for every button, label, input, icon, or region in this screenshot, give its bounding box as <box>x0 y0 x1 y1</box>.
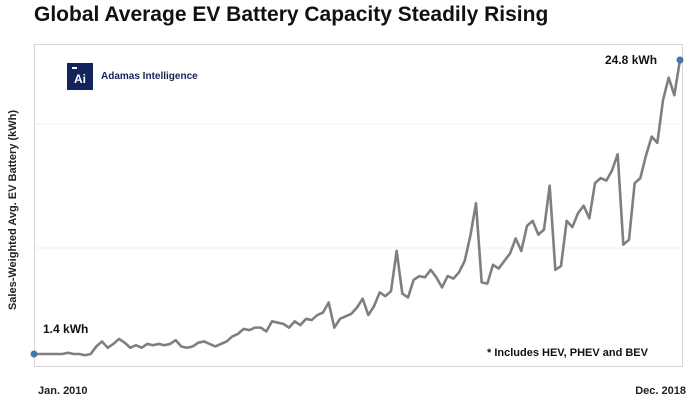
x-tick-label-end: Dec. 2018 <box>635 385 686 397</box>
series-line <box>32 58 682 357</box>
chart-title: Global Average EV Battery Capacity Stead… <box>34 3 549 26</box>
start-value-label: 1.4 kWh <box>43 322 89 336</box>
end-value-label: 24.8 kWh <box>605 53 658 67</box>
logo-wordmark: Adamas Intelligence <box>101 71 198 82</box>
plot-area <box>34 44 683 367</box>
end-point-marker <box>676 56 684 64</box>
x-tick-label-start: Jan. 2010 <box>38 385 88 397</box>
adamas-logo-icon: Ai <box>67 63 93 90</box>
start-point-marker <box>30 350 38 358</box>
footnote: * Includes HEV, PHEV and BEV <box>487 347 648 359</box>
gridlines <box>35 123 682 249</box>
